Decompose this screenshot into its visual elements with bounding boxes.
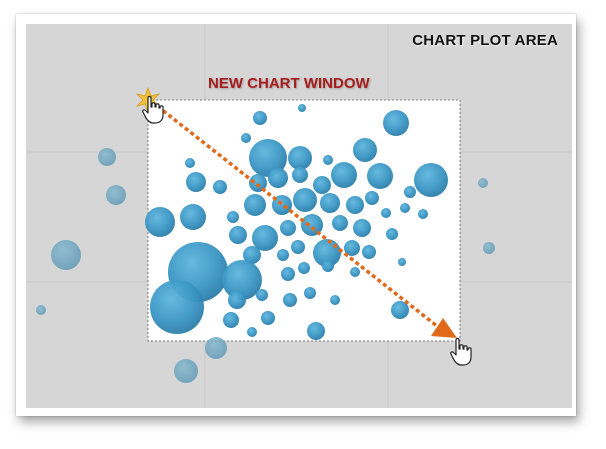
bubble — [344, 240, 360, 256]
plot-area-label: CHART PLOT AREA — [412, 32, 558, 49]
bubble — [483, 242, 495, 254]
bubble — [292, 167, 308, 183]
bubble — [367, 163, 393, 189]
bubble — [304, 287, 316, 299]
bubble — [268, 168, 288, 188]
bubble — [36, 305, 46, 315]
bubble — [227, 211, 239, 223]
bubble — [98, 148, 116, 166]
bubble — [301, 214, 323, 236]
bubble — [51, 240, 81, 270]
bubble — [478, 178, 488, 188]
bubble — [249, 174, 267, 192]
bubble — [346, 196, 364, 214]
bubble — [243, 246, 261, 264]
hand-cursor-icon — [450, 337, 472, 366]
drag-arrow-line — [150, 100, 444, 332]
new-chart-window-label: NEW CHART WINDOW — [208, 75, 370, 92]
bubble — [404, 186, 416, 198]
bubble — [280, 220, 296, 236]
bubble — [145, 207, 175, 237]
bubble — [391, 301, 409, 319]
arrowhead-icon — [431, 318, 457, 338]
bubble — [353, 138, 377, 162]
bubble — [350, 267, 360, 277]
inner-bubbles — [145, 104, 448, 340]
bubble — [180, 204, 206, 230]
bubble — [332, 215, 348, 231]
bubble — [223, 312, 239, 328]
bubble — [323, 155, 333, 165]
bubble — [330, 295, 340, 305]
bubble — [261, 311, 275, 325]
outer-bubbles — [36, 148, 495, 383]
bubble — [281, 267, 295, 281]
bubble — [150, 280, 204, 334]
bubble — [293, 188, 317, 212]
bubble — [272, 195, 292, 215]
bubble — [256, 289, 268, 301]
bubble — [241, 133, 251, 143]
bubble — [381, 208, 391, 218]
bubble — [291, 240, 305, 254]
hand-cursor-icon — [142, 95, 164, 124]
bubble — [283, 293, 297, 307]
bubble — [298, 104, 306, 112]
bubble — [252, 225, 278, 251]
bubble — [298, 262, 310, 274]
bubble — [383, 110, 409, 136]
bubble — [228, 291, 246, 309]
bubble — [414, 163, 448, 197]
bubble — [418, 209, 428, 219]
bubble — [222, 260, 262, 300]
bubble — [186, 172, 206, 192]
bubble — [229, 226, 247, 244]
bubble — [400, 203, 410, 213]
bubble — [185, 158, 195, 168]
bubble — [106, 185, 126, 205]
bubble — [362, 245, 376, 259]
bubble — [320, 193, 340, 213]
bubble — [253, 111, 267, 125]
bubble — [365, 191, 379, 205]
bubble — [307, 322, 325, 340]
bubble — [288, 146, 312, 170]
bubble — [247, 327, 257, 337]
bubble — [386, 228, 398, 240]
bubble — [313, 176, 331, 194]
bubble — [322, 260, 334, 272]
bubble — [213, 180, 227, 194]
bubble — [244, 194, 266, 216]
bubble — [331, 162, 357, 188]
bubble — [205, 337, 227, 359]
bubble — [174, 359, 198, 383]
bubble — [353, 219, 371, 237]
bubble — [398, 258, 406, 266]
bubble — [249, 139, 287, 177]
bubble — [277, 249, 289, 261]
